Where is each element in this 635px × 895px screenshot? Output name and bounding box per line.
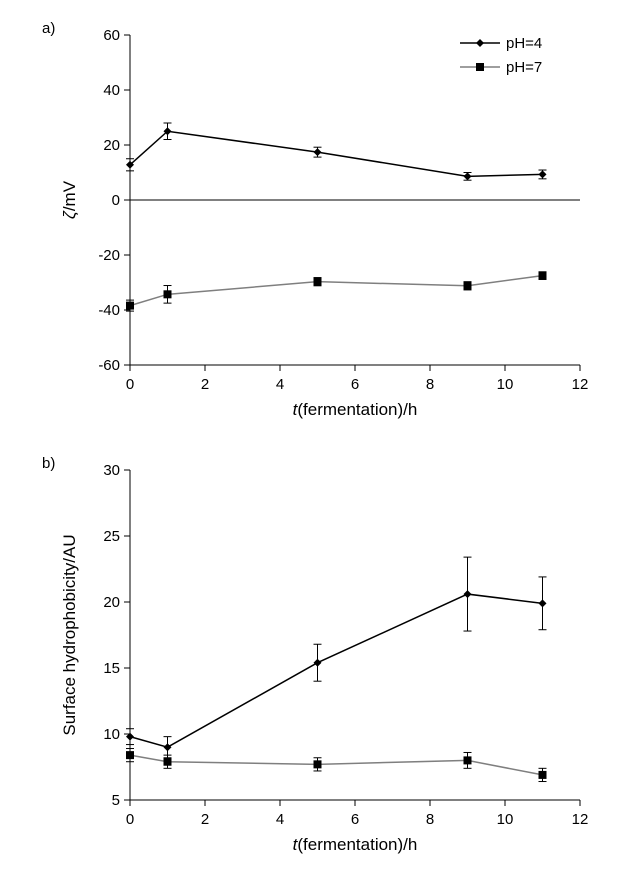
legend-label: pH=7	[506, 59, 542, 76]
y-tick-label: -20	[98, 247, 120, 264]
y-tick-label: 15	[103, 660, 120, 677]
y-tick-label: -40	[98, 302, 120, 319]
x-tick-label: 8	[426, 811, 434, 828]
square-marker	[464, 282, 472, 290]
square-marker	[314, 278, 322, 286]
panel-a-chart: a) -60 -40 -20 0 20 40 60 0 2 4 6 8 10 12 t(fermentatio…	[40, 15, 600, 435]
y-axis-label: Surface hydrophobicity/AU	[60, 534, 79, 735]
x-tick-label: 8	[426, 376, 434, 393]
diamond-marker	[464, 590, 472, 598]
x-tick-label: 12	[572, 376, 589, 393]
x-axis-label: t(fermentation)/h	[293, 835, 418, 854]
square-marker	[126, 302, 134, 310]
y-tick-label: 20	[103, 137, 120, 154]
y-axis-label: ζ/mV	[60, 180, 79, 219]
y-tick-label: 20	[103, 594, 120, 611]
square-marker	[164, 290, 172, 298]
panel-b-chart: b) 5 10 15 20 25 30 0 2 4 6 8 10 12 t(fermentation)/h S…	[40, 450, 600, 870]
y-tick-label: -60	[98, 357, 120, 374]
x-tick-label: 4	[276, 376, 284, 393]
square-marker	[314, 760, 322, 768]
x-tick-label: 12	[572, 811, 589, 828]
square-marker	[164, 758, 172, 766]
y-tick-label: 0	[112, 192, 120, 209]
series-line	[130, 276, 543, 306]
square-marker	[539, 272, 547, 280]
square-marker	[126, 751, 134, 759]
square-marker	[464, 756, 472, 764]
diamond-marker	[314, 659, 322, 667]
y-tick-label: 30	[103, 462, 120, 479]
panel-label: b)	[42, 455, 55, 472]
diamond-marker	[464, 172, 472, 180]
diamond-marker	[314, 148, 322, 156]
x-axis-label: t(fermentation)/h	[293, 400, 418, 419]
y-tick-label: 5	[112, 792, 120, 809]
y-tick-label: 60	[103, 27, 120, 44]
y-tick-label: 40	[103, 82, 120, 99]
y-tick-label: 25	[103, 528, 120, 545]
x-tick-label: 10	[497, 376, 514, 393]
diamond-marker	[164, 743, 172, 751]
x-tick-label: 4	[276, 811, 284, 828]
series-line	[130, 131, 543, 176]
panel-label: a)	[42, 20, 55, 37]
series-line	[130, 755, 543, 775]
square-marker	[539, 771, 547, 779]
x-tick-label: 2	[201, 811, 209, 828]
x-tick-label: 0	[126, 376, 134, 393]
series-line	[130, 594, 543, 747]
y-tick-label: 10	[103, 726, 120, 743]
x-tick-label: 0	[126, 811, 134, 828]
diamond-marker	[539, 170, 547, 178]
legend-label: pH=4	[506, 35, 542, 52]
x-tick-label: 6	[351, 811, 359, 828]
diamond-marker	[539, 599, 547, 607]
x-tick-label: 2	[201, 376, 209, 393]
x-tick-label: 10	[497, 811, 514, 828]
x-tick-label: 6	[351, 376, 359, 393]
